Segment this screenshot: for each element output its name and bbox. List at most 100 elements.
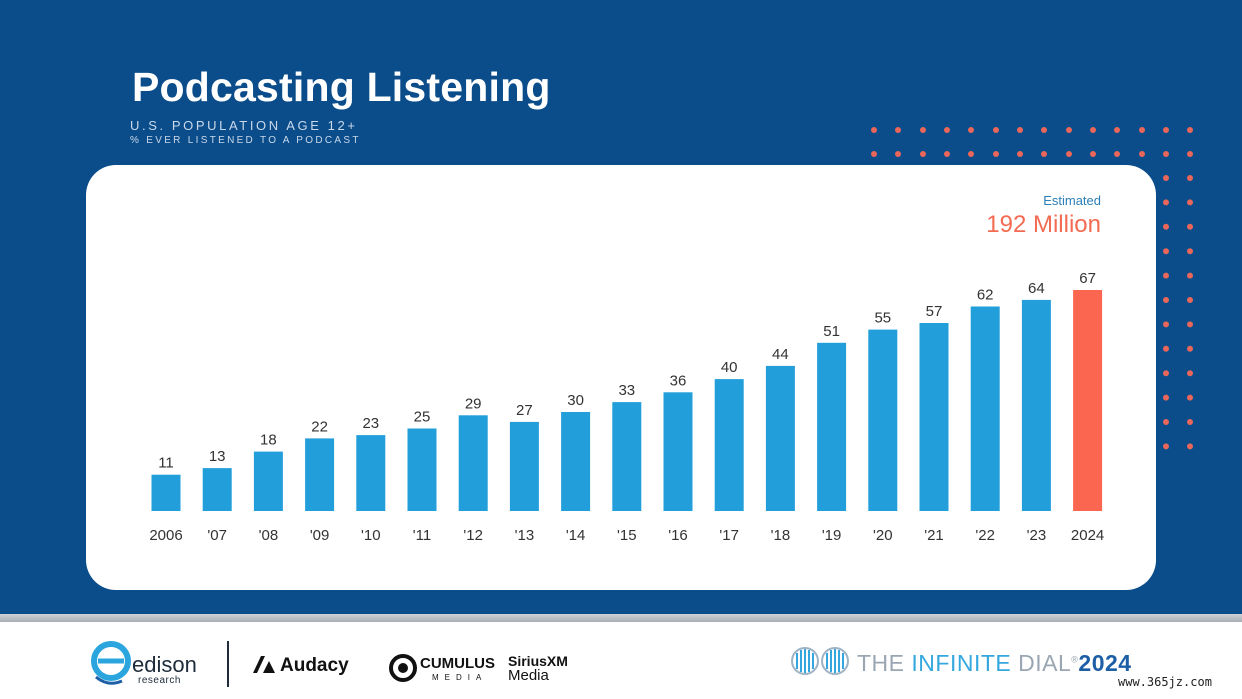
bar-2 bbox=[253, 451, 283, 511]
decorative-dot bbox=[1017, 127, 1023, 133]
decorative-dot bbox=[1187, 297, 1193, 303]
cumulus-logo-text: CUMULUS bbox=[420, 655, 495, 672]
decorative-dot bbox=[1187, 199, 1193, 206]
page-title: Podcasting Listening bbox=[132, 64, 551, 110]
bar-16 bbox=[970, 306, 1000, 511]
decorative-dot bbox=[895, 127, 901, 133]
decorative-dot bbox=[1163, 151, 1169, 157]
estimated-value: 192 Million bbox=[986, 211, 1101, 238]
decorative-dot-pattern bbox=[871, 127, 1193, 450]
category-label-17: '23 bbox=[1027, 527, 1047, 544]
subtitle-secondary: % EVER LISTENED TO A PODCAST bbox=[130, 135, 361, 146]
category-label-12: '18 bbox=[771, 527, 791, 544]
bar-12 bbox=[765, 365, 795, 511]
decorative-dot bbox=[1066, 151, 1072, 157]
category-label-11: '17 bbox=[719, 527, 739, 544]
bar-4 bbox=[356, 435, 386, 511]
bar-14 bbox=[868, 329, 898, 511]
data-label-6: 29 bbox=[465, 395, 482, 412]
data-label-17: 64 bbox=[1028, 280, 1045, 297]
cumulus-logo-icon bbox=[389, 654, 417, 682]
bar-15 bbox=[919, 323, 949, 511]
decorative-dot bbox=[1139, 151, 1145, 157]
data-label-4: 23 bbox=[362, 415, 379, 432]
decorative-dot bbox=[1114, 151, 1120, 157]
decorative-dot bbox=[1163, 175, 1169, 181]
bar-17 bbox=[1021, 299, 1051, 511]
decorative-dot bbox=[1187, 419, 1193, 425]
decorative-dot bbox=[1163, 370, 1169, 377]
data-label-5: 25 bbox=[414, 409, 431, 426]
category-label-5: '11 bbox=[413, 527, 431, 544]
bar-1 bbox=[202, 468, 232, 511]
decorative-dot bbox=[1163, 127, 1169, 133]
bar-7 bbox=[509, 421, 539, 511]
category-label-14: '20 bbox=[873, 527, 893, 544]
category-label-13: '19 bbox=[822, 527, 842, 544]
decorative-dot bbox=[871, 151, 877, 157]
decorative-dot bbox=[895, 151, 901, 157]
decorative-dot bbox=[968, 151, 974, 157]
category-label-10: '16 bbox=[668, 527, 688, 544]
bar-0 bbox=[151, 474, 181, 511]
decorative-dot bbox=[1187, 223, 1193, 230]
data-label-18: 67 bbox=[1079, 270, 1096, 287]
data-label-12: 44 bbox=[772, 346, 789, 363]
audacy-logo-text: Audacy bbox=[280, 655, 349, 676]
subtitle: U.S. POPULATION AGE 12+ bbox=[130, 118, 358, 133]
decorative-dot bbox=[1139, 127, 1145, 133]
decorative-dot bbox=[993, 127, 999, 133]
decorative-dot bbox=[1187, 345, 1193, 352]
category-label-9: '15 bbox=[617, 527, 637, 544]
decorative-dot bbox=[968, 127, 974, 133]
siriusxm-logo-text: SiriusXM bbox=[508, 653, 568, 669]
data-label-16: 62 bbox=[977, 287, 994, 304]
data-label-0: 11 bbox=[158, 455, 174, 472]
decorative-dot bbox=[1114, 127, 1120, 133]
decorative-dot bbox=[993, 151, 999, 157]
footer-logos: edison research Audacy CUMULUS MEDIA Sir… bbox=[0, 622, 1242, 699]
decorative-dot bbox=[1163, 394, 1169, 401]
siriusxm-logo-subtext: Media bbox=[508, 667, 549, 684]
decorative-dot bbox=[1163, 272, 1169, 279]
infinite-dial-logo-text: THE INFINITE DIAL®2024 bbox=[857, 650, 1132, 677]
decorative-dot bbox=[1187, 127, 1193, 133]
silver-divider-band bbox=[0, 614, 1242, 622]
dial-registered-mark: ® bbox=[1071, 654, 1079, 665]
decorative-dot bbox=[1187, 370, 1193, 377]
decorative-dot bbox=[1163, 297, 1169, 303]
decorative-dot bbox=[1041, 127, 1047, 133]
data-label-8: 30 bbox=[567, 392, 584, 409]
bar-9 bbox=[612, 402, 642, 511]
data-label-15: 57 bbox=[926, 303, 943, 320]
decorative-dot bbox=[1163, 345, 1169, 352]
decorative-dot bbox=[1163, 199, 1169, 206]
decorative-dot bbox=[1187, 151, 1193, 157]
category-label-1: '07 bbox=[207, 527, 227, 544]
decorative-dot bbox=[920, 127, 926, 133]
bar-8 bbox=[561, 412, 591, 511]
category-label-4: '10 bbox=[361, 527, 381, 544]
data-label-11: 40 bbox=[721, 359, 738, 376]
category-label-16: '22 bbox=[975, 527, 995, 544]
infinite-dial-logo-icon bbox=[791, 647, 849, 675]
logo-divider bbox=[227, 641, 229, 687]
decorative-dot bbox=[1187, 443, 1193, 450]
bar-18 bbox=[1073, 290, 1103, 511]
decorative-dot bbox=[1187, 175, 1193, 181]
decorative-dot bbox=[944, 127, 950, 133]
category-label-2: '08 bbox=[259, 527, 279, 544]
decorative-dot bbox=[1163, 443, 1169, 450]
decorative-dot bbox=[1163, 419, 1169, 425]
dial-middle: DIAL bbox=[1011, 650, 1072, 676]
cumulus-logo-subtext: MEDIA bbox=[432, 673, 488, 682]
decorative-dot bbox=[1090, 151, 1096, 157]
category-label-18: 2024 bbox=[1071, 527, 1104, 544]
decorative-dot bbox=[871, 127, 877, 133]
audacy-logo-icon bbox=[253, 656, 275, 673]
data-label-14: 55 bbox=[874, 310, 891, 327]
decorative-dot bbox=[1090, 127, 1096, 133]
bar-5 bbox=[407, 428, 437, 511]
decorative-dot bbox=[1187, 394, 1193, 401]
category-label-0: 2006 bbox=[149, 527, 182, 544]
